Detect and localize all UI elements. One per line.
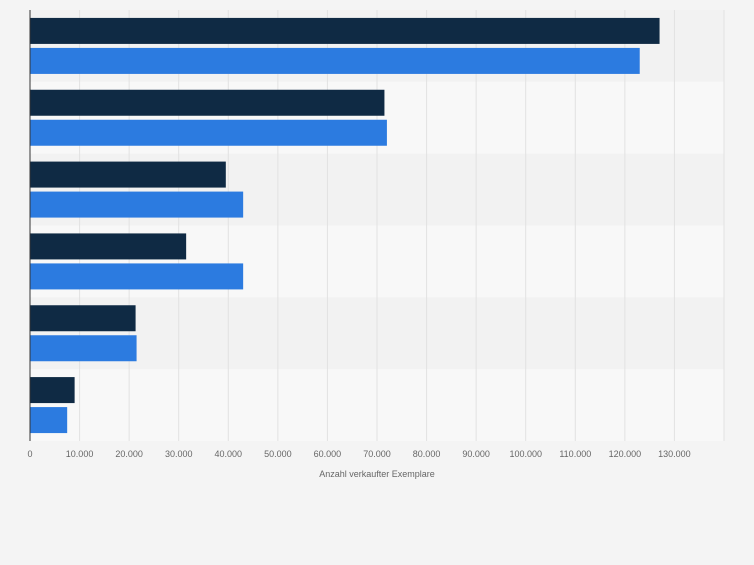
x-tick-label: 60.000: [314, 449, 342, 459]
bar: [30, 89, 385, 116]
bar: [30, 335, 137, 362]
bar: [30, 305, 136, 332]
bar: [30, 407, 68, 434]
gridlines: [79, 10, 725, 441]
bar: [30, 17, 660, 44]
x-tick-label: 20.000: [115, 449, 143, 459]
x-tick-label: 0: [27, 449, 32, 459]
x-axis-title: Anzahl verkaufter Exemplare: [319, 469, 435, 479]
bar: [30, 119, 387, 146]
bar: [30, 191, 244, 218]
bars: [30, 17, 660, 434]
x-tick-labels: 0 10.000 20.000 30.000 40.000 50.000 60.000 70.…: [27, 449, 690, 459]
bar: [30, 233, 187, 260]
x-tick-label: 10.000: [66, 449, 94, 459]
bar: [30, 263, 244, 290]
bar: [30, 161, 226, 188]
x-tick-label: 100.000: [509, 449, 542, 459]
x-tick-label: 80.000: [413, 449, 441, 459]
x-tick-label: 50.000: [264, 449, 292, 459]
bar: [30, 47, 640, 74]
bar: [30, 377, 75, 404]
x-tick-label: 70.000: [363, 449, 391, 459]
x-tick-label: 90.000: [462, 449, 490, 459]
x-tick-label: 110.000: [559, 449, 591, 459]
x-tick-label: 30.000: [165, 449, 193, 459]
x-tick-label: 40.000: [215, 449, 243, 459]
x-tick-label: 130.000: [658, 449, 691, 459]
x-tick-label: 120.000: [609, 449, 642, 459]
